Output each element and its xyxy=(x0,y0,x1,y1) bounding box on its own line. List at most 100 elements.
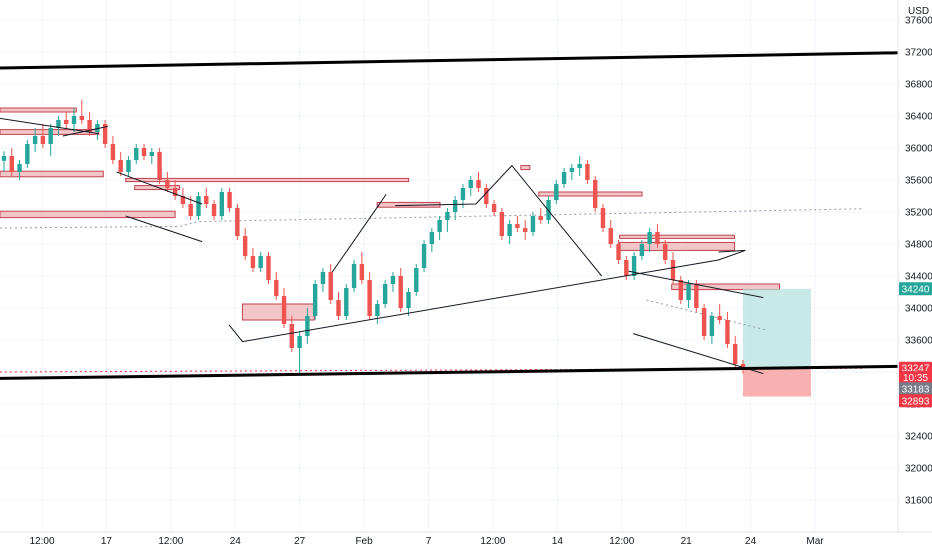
candle-body xyxy=(56,120,61,128)
candle-body xyxy=(600,208,606,228)
candle-body xyxy=(522,228,528,232)
x-tick-label: 14 xyxy=(552,536,564,547)
candle-body xyxy=(740,364,746,369)
candle-body xyxy=(725,320,730,344)
candle-body xyxy=(569,168,575,172)
candle-body xyxy=(414,268,419,292)
candle-body xyxy=(344,288,349,316)
candle-body xyxy=(460,188,466,200)
candle-body xyxy=(305,316,310,336)
trend-line xyxy=(125,215,203,243)
candle-body xyxy=(328,272,333,300)
price-tag-bg xyxy=(899,394,932,408)
candle-body xyxy=(701,308,707,336)
candle-body xyxy=(196,196,201,216)
candle-body xyxy=(48,128,53,144)
dotted-lines xyxy=(0,208,863,373)
candle-body xyxy=(95,124,100,132)
candle-body xyxy=(608,228,613,244)
candle-body xyxy=(624,260,629,276)
trend-line xyxy=(718,249,746,253)
y-tick-label: 33600 xyxy=(905,336,932,347)
candle-body xyxy=(274,280,279,296)
y-tick-label: 31600 xyxy=(905,496,932,507)
candle-body xyxy=(655,232,660,244)
candle-body xyxy=(367,280,372,316)
trend-lines xyxy=(0,117,764,375)
y-tick-label: 34000 xyxy=(905,304,932,315)
candle-body xyxy=(126,160,131,172)
zone-rect xyxy=(619,241,736,251)
candle-body xyxy=(670,260,676,280)
x-tick-label: 27 xyxy=(294,536,306,547)
price-axis[interactable]: 3160032000324003280033200336003400034400… xyxy=(905,16,932,507)
candle-body xyxy=(647,232,652,244)
candle-body xyxy=(733,344,738,364)
x-tick-label: 24 xyxy=(230,536,242,547)
x-tick-label: 12:00 xyxy=(29,536,54,547)
trend-line xyxy=(62,125,108,137)
candle-body xyxy=(375,304,380,316)
zone-rect xyxy=(241,303,315,321)
x-tick-label: 7 xyxy=(426,536,432,547)
candle-body xyxy=(281,296,287,324)
candle-body xyxy=(554,184,559,200)
candle-body xyxy=(530,216,536,232)
candle-body xyxy=(709,316,715,336)
candle-body xyxy=(585,164,590,180)
y-tick-label: 35200 xyxy=(905,208,932,219)
candle-body xyxy=(242,236,248,256)
candle-body xyxy=(157,152,162,180)
price-tag-label: 34240 xyxy=(902,284,930,295)
candle-body xyxy=(204,196,209,204)
trend-line xyxy=(395,164,603,277)
candle-body xyxy=(359,264,365,280)
zone-rect xyxy=(538,191,643,197)
y-tick-label: 34800 xyxy=(905,240,932,251)
candle-body xyxy=(172,188,178,196)
candle-body xyxy=(468,180,473,188)
candle-body xyxy=(452,200,458,212)
candle-body xyxy=(102,124,108,144)
candle-body xyxy=(289,324,295,348)
price-tag-label: 33247 xyxy=(902,364,930,375)
dotted-line xyxy=(646,299,768,331)
candle-body xyxy=(351,264,357,288)
y-tick-label: 37600 xyxy=(905,16,932,27)
candle-body xyxy=(390,276,396,284)
candle-body xyxy=(663,244,668,260)
long-position-tool[interactable] xyxy=(743,288,811,397)
candle-body xyxy=(694,284,699,308)
candle-body xyxy=(561,172,567,184)
y-tick-label: 36400 xyxy=(905,112,932,123)
target-zone xyxy=(743,288,811,369)
candle-body xyxy=(250,256,256,268)
candle-body xyxy=(141,148,147,156)
candle-body xyxy=(686,284,691,300)
y-tick-label: 34400 xyxy=(905,272,932,283)
channel-line xyxy=(0,51,899,70)
channel-line xyxy=(0,364,899,380)
time-axis[interactable]: 12:00 17 12:00 24 27 Feb 7 12:00 14 12:00 21 24 Mar xyxy=(29,536,824,547)
y-tick-label: 35600 xyxy=(905,176,932,187)
x-tick-label: 21 xyxy=(681,536,693,547)
candle-body xyxy=(219,192,225,216)
candle-body xyxy=(678,280,683,300)
y-tick-label: 37200 xyxy=(905,48,932,59)
candle-body xyxy=(32,136,38,144)
candle-body xyxy=(165,180,170,188)
candle-body xyxy=(79,116,84,120)
candle-body xyxy=(25,144,30,164)
zone-rect xyxy=(125,177,410,183)
candle-body xyxy=(312,284,318,316)
candle-body xyxy=(538,216,543,220)
trend-line xyxy=(228,249,746,343)
candle-body xyxy=(134,148,139,160)
dotted-line xyxy=(0,208,863,229)
zone-rect xyxy=(619,234,736,239)
candle-body xyxy=(71,116,77,124)
candle-body xyxy=(64,120,69,124)
candle-body xyxy=(110,144,116,160)
